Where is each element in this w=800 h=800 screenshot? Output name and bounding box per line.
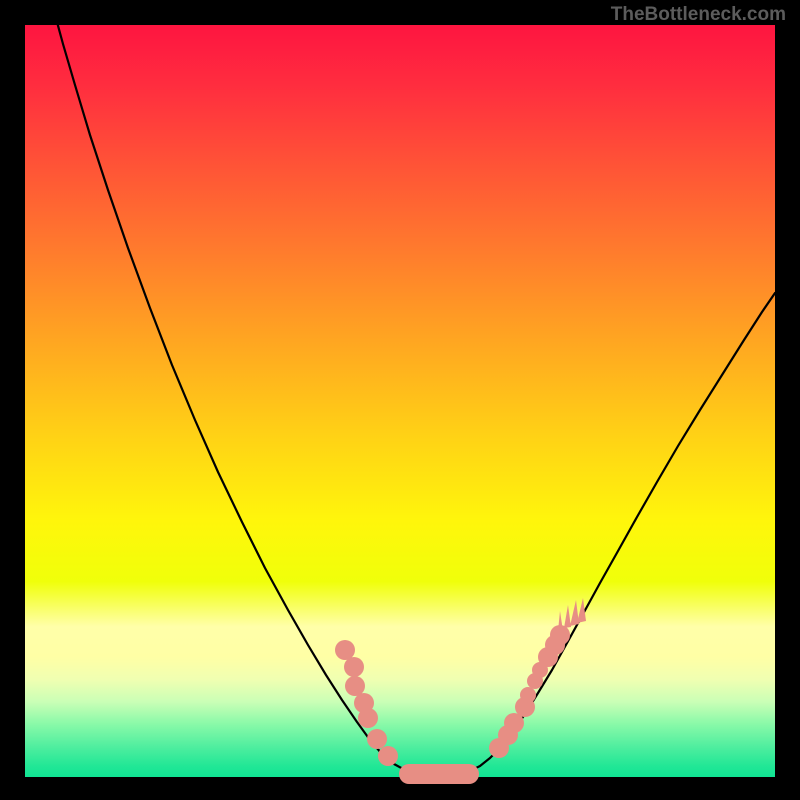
marker-left-1 — [344, 657, 364, 677]
marker-left-0 — [335, 640, 355, 660]
marker-left-2 — [345, 676, 365, 696]
marker-left-6 — [378, 746, 398, 766]
marker-left-5 — [367, 729, 387, 749]
watermark-text: TheBottleneck.com — [611, 4, 786, 25]
bottleneck-chart: TheBottleneck.com — [0, 0, 800, 800]
plot-background — [25, 25, 775, 777]
marker-left-4 — [358, 708, 378, 728]
marker-bottom-bar — [399, 764, 479, 784]
marker-right-4 — [520, 687, 536, 703]
